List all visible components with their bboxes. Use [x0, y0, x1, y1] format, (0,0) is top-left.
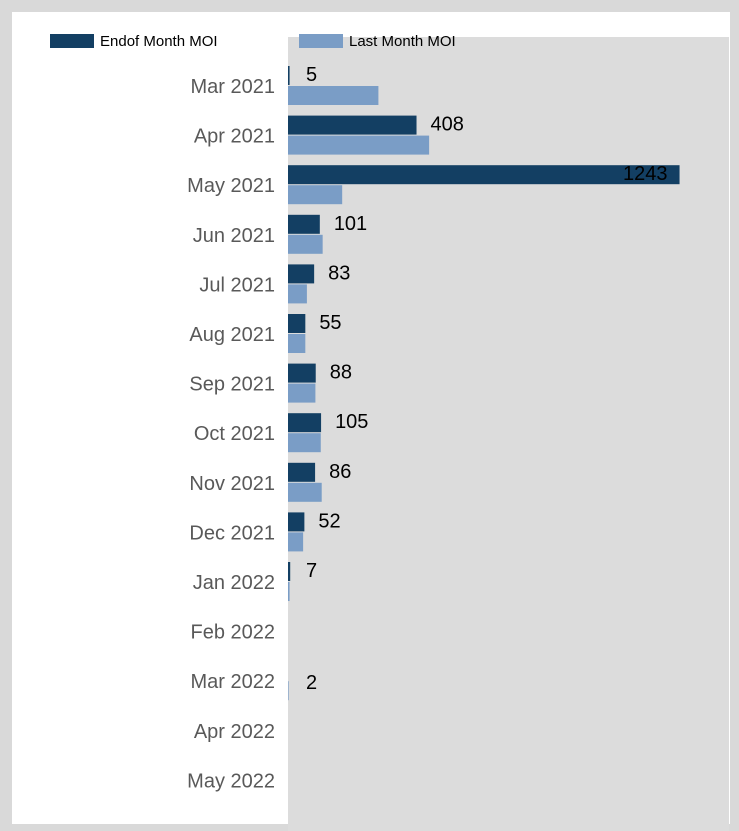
value-label: 408: [431, 114, 464, 136]
bar-last-month: [288, 86, 379, 105]
category-label: May 2021: [187, 175, 275, 197]
bar-last-month: [288, 185, 343, 205]
legend-swatch-endof-month: [50, 34, 94, 48]
bar-last-month: [288, 383, 316, 403]
value-label: 101: [334, 213, 367, 235]
legend-swatch-last-month: [299, 34, 343, 48]
value-label: 1243: [623, 163, 668, 185]
value-label: 83: [328, 262, 350, 284]
bar-last-month: [288, 234, 323, 254]
category-label: May 2022: [187, 770, 275, 792]
category-label: Jun 2021: [193, 225, 275, 247]
bar-endof-month: [288, 214, 320, 234]
bar-endof-month: [288, 462, 316, 482]
category-label: Oct 2021: [194, 423, 275, 445]
bar-endof-month: [288, 562, 291, 581]
bar-endof-month: [288, 66, 290, 85]
category-label: Mar 2021: [191, 76, 276, 98]
value-label: 55: [319, 312, 341, 334]
category-label: Jul 2021: [199, 274, 275, 296]
legend-item-endof-month: Endof Month MOI: [50, 31, 218, 51]
category-label: Dec 2021: [189, 522, 275, 544]
category-label: Aug 2021: [189, 324, 275, 346]
bar-last-month: [288, 681, 289, 701]
category-label: Nov 2021: [189, 473, 275, 495]
value-label: 88: [330, 362, 352, 384]
legend-label-last-month: Last Month MOI: [349, 32, 456, 50]
bar-last-month: [288, 582, 290, 601]
bar-endof-month: [288, 413, 322, 433]
bar-last-month: [288, 482, 322, 502]
value-label: 86: [329, 461, 351, 483]
value-label: 7: [306, 560, 317, 582]
value-label: 2: [306, 672, 317, 694]
value-label: 5: [306, 64, 317, 86]
category-label: Jan 2022: [193, 572, 275, 594]
bar-endof-month: [288, 165, 680, 185]
bar-last-month: [288, 284, 307, 304]
bar-endof-month: [288, 363, 316, 383]
category-label: Mar 2022: [191, 671, 276, 693]
bar-last-month: [288, 433, 321, 453]
bar-endof-month: [288, 314, 306, 333]
legend-item-last-month: Last Month MOI: [299, 31, 456, 51]
legend-label-endof-month: Endof Month MOI: [100, 32, 218, 50]
category-label: Apr 2021: [194, 126, 275, 148]
bar-endof-month: [288, 264, 315, 284]
category-label: Feb 2022: [190, 622, 275, 644]
bar-last-month: [288, 532, 304, 552]
category-label: Apr 2022: [194, 721, 275, 743]
bar-last-month: [288, 135, 430, 155]
bar-last-month: [288, 334, 306, 353]
category-label: Sep 2021: [189, 374, 275, 396]
bar-endof-month: [288, 115, 417, 135]
bar-endof-month: [288, 512, 305, 532]
value-label: 52: [318, 510, 340, 532]
value-label: 105: [335, 411, 368, 433]
